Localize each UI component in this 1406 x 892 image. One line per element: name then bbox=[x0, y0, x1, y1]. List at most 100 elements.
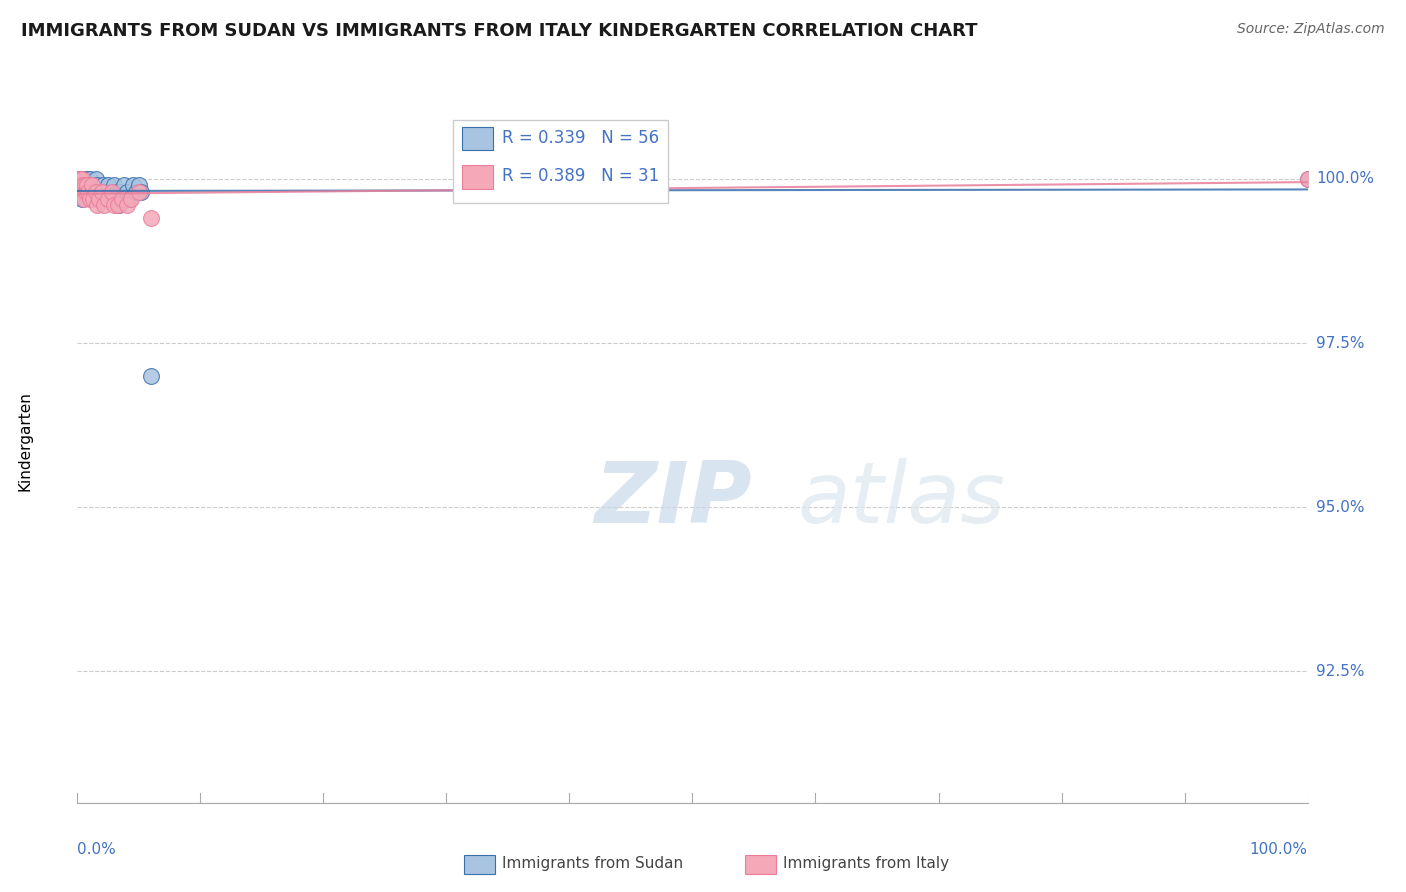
Point bbox=[72, 178, 94, 193]
Point bbox=[105, 185, 128, 199]
Point bbox=[111, 192, 132, 206]
FancyBboxPatch shape bbox=[463, 127, 494, 151]
Point bbox=[121, 192, 143, 206]
Point bbox=[72, 171, 94, 186]
Point bbox=[125, 185, 148, 199]
Point bbox=[103, 198, 125, 212]
Point bbox=[86, 178, 108, 193]
Point bbox=[73, 178, 96, 193]
Text: 95.0%: 95.0% bbox=[1316, 500, 1364, 515]
Point bbox=[128, 185, 150, 199]
Point bbox=[76, 171, 98, 186]
Point bbox=[82, 178, 104, 193]
Point bbox=[82, 192, 104, 206]
Point bbox=[80, 185, 103, 199]
Point bbox=[67, 178, 90, 193]
Point bbox=[129, 185, 153, 199]
Point bbox=[94, 185, 117, 199]
Point bbox=[79, 171, 101, 186]
Text: ZIP: ZIP bbox=[595, 458, 752, 541]
Point bbox=[115, 198, 138, 212]
Point bbox=[121, 178, 143, 193]
Point bbox=[70, 185, 93, 199]
Point bbox=[67, 171, 90, 186]
Text: 100.0%: 100.0% bbox=[1316, 171, 1374, 186]
Point bbox=[82, 178, 104, 193]
Point bbox=[70, 192, 93, 206]
Point bbox=[67, 171, 90, 186]
Text: 0.0%: 0.0% bbox=[77, 842, 117, 856]
Point bbox=[79, 178, 101, 193]
Point bbox=[69, 171, 91, 186]
Point bbox=[67, 185, 90, 199]
Point bbox=[75, 178, 97, 193]
Point bbox=[69, 171, 91, 186]
Point bbox=[80, 192, 103, 206]
Point bbox=[70, 171, 93, 186]
Point bbox=[69, 178, 91, 193]
Text: 100.0%: 100.0% bbox=[1250, 842, 1308, 856]
Point bbox=[84, 171, 107, 186]
Point bbox=[76, 178, 98, 193]
Point bbox=[103, 178, 125, 193]
Point bbox=[93, 198, 115, 212]
Point bbox=[70, 178, 93, 193]
Point bbox=[69, 171, 91, 186]
Text: Immigrants from Italy: Immigrants from Italy bbox=[783, 856, 949, 871]
Point bbox=[75, 185, 97, 199]
Point bbox=[73, 192, 96, 206]
Point bbox=[67, 178, 90, 193]
Point bbox=[67, 171, 90, 186]
Point bbox=[141, 368, 163, 383]
Point bbox=[70, 171, 93, 186]
Point bbox=[101, 185, 124, 199]
Point bbox=[128, 178, 150, 193]
Point bbox=[108, 198, 131, 212]
Point bbox=[89, 185, 111, 199]
Text: Kindergarten: Kindergarten bbox=[17, 392, 32, 491]
Point bbox=[72, 185, 94, 199]
Text: IMMIGRANTS FROM SUDAN VS IMMIGRANTS FROM ITALY KINDERGARTEN CORRELATION CHART: IMMIGRANTS FROM SUDAN VS IMMIGRANTS FROM… bbox=[21, 22, 977, 40]
Point bbox=[90, 185, 114, 199]
Text: 92.5%: 92.5% bbox=[1316, 664, 1364, 679]
Point bbox=[75, 185, 97, 199]
Point bbox=[76, 178, 98, 193]
Point bbox=[77, 178, 100, 193]
FancyBboxPatch shape bbox=[453, 120, 668, 203]
Point bbox=[1296, 171, 1319, 186]
Point bbox=[112, 178, 135, 193]
Point bbox=[101, 185, 124, 199]
Point bbox=[107, 198, 129, 212]
Point bbox=[107, 192, 129, 206]
Point bbox=[67, 171, 90, 186]
Point bbox=[84, 185, 107, 199]
Point bbox=[73, 185, 96, 199]
Point bbox=[72, 178, 94, 193]
Point bbox=[141, 211, 163, 226]
Point bbox=[89, 192, 111, 206]
Text: R = 0.339   N = 56: R = 0.339 N = 56 bbox=[502, 129, 659, 147]
Point bbox=[70, 185, 93, 199]
Point bbox=[73, 171, 96, 186]
Point bbox=[91, 178, 114, 193]
Point bbox=[111, 192, 132, 206]
Point bbox=[70, 178, 93, 193]
Point bbox=[97, 178, 120, 193]
Point bbox=[70, 171, 93, 186]
Point bbox=[79, 192, 101, 206]
Point bbox=[69, 178, 91, 193]
Text: R = 0.389   N = 31: R = 0.389 N = 31 bbox=[502, 168, 659, 186]
Point bbox=[90, 185, 114, 199]
Point bbox=[69, 178, 91, 193]
Point bbox=[110, 185, 132, 199]
FancyBboxPatch shape bbox=[463, 165, 494, 189]
Point bbox=[77, 185, 100, 199]
Text: Source: ZipAtlas.com: Source: ZipAtlas.com bbox=[1237, 22, 1385, 37]
Point bbox=[70, 178, 93, 193]
Point bbox=[118, 192, 141, 206]
Point bbox=[1296, 171, 1319, 186]
Text: atlas: atlas bbox=[797, 458, 1005, 541]
Point bbox=[115, 185, 138, 199]
Point bbox=[69, 185, 91, 199]
Point bbox=[82, 185, 104, 199]
